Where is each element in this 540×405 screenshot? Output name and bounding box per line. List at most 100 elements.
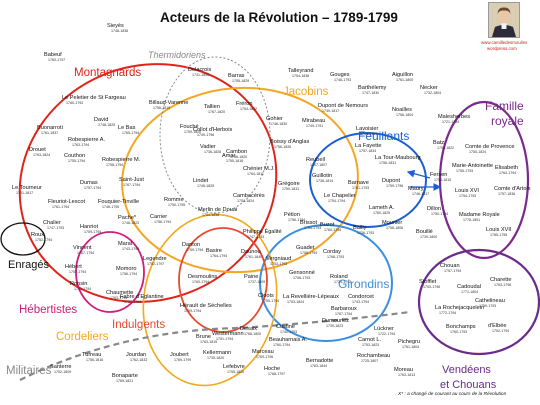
person-dates-marat: 1743-1793	[122, 247, 140, 251]
person-dates-westermann: 1751-1794	[216, 337, 234, 341]
person-dates-vergniaud: 1753-1793	[270, 262, 288, 266]
person-name-philippe-egalite: Philippe Égalité	[243, 229, 282, 235]
vendeens-outline	[417, 248, 540, 356]
person-dates-barbaroux: 1767-1794	[335, 312, 353, 316]
person-dates-elisabeth: 1764-1794	[499, 171, 517, 175]
person-dates-barthelemy: 1747-1830	[362, 91, 380, 95]
person-name-brissot: Brissot	[300, 220, 318, 226]
person-name-hanriot: Hanriot	[80, 224, 99, 230]
person-name-la-tour-maubourg: La Tour-Maubourg	[375, 155, 421, 161]
person-name-jourdan: Jourdan	[126, 352, 147, 358]
person-name-custine: Custine	[276, 324, 295, 330]
person-name-david: David	[94, 117, 109, 123]
person-dates-buzot: 1760-1794	[324, 228, 342, 232]
person-name-dumas: Dumas	[80, 180, 98, 186]
person-dates-turreau: 1756-1816	[86, 358, 104, 362]
person-dates-mounier: 1758-1806	[386, 226, 404, 230]
person-name-robespierre-a: Robespierre A.	[68, 137, 106, 143]
group-label-girondins: Girondins	[338, 277, 390, 291]
person-dates-dumouriez: 1739-1823	[326, 324, 344, 328]
hebertistes-outline	[75, 231, 145, 313]
person-dates-fabre-d-eglantine: 1750-1794	[124, 300, 142, 304]
person-name-dupont-de-nemours: Dupont de Nemours	[318, 103, 369, 109]
person-name-cambaceres: Cambacérès	[233, 193, 265, 199]
person-name-le-tourneur: Le Tourneur	[12, 185, 42, 191]
person-dates-fouche: 1759-1820	[184, 130, 202, 134]
person-dates-fleuriot-lescot: 1761-1794	[52, 205, 70, 209]
person-dates-pichegru: 1761-1804	[402, 345, 420, 349]
person-name-gensonne: Gensonné	[289, 270, 315, 276]
person-dates-gregoire: 1750-1831	[282, 187, 300, 191]
enrages-outline	[0, 222, 46, 256]
person-name-la-revelliere-lepeaux: La Revellière-Lépeaux	[283, 294, 339, 300]
person-dates-buonarroti: 1761-1837	[41, 131, 59, 135]
person-dates-talleyrand: 1754-1838	[292, 74, 310, 78]
person-name-noailles: Noailles	[392, 107, 412, 113]
person-dates-le-chapelier: 1754-1794	[328, 199, 346, 203]
person-dates-paine: 1737-1809	[248, 280, 266, 284]
feuillants-arrow-in	[406, 169, 431, 179]
person-name-reubell: Reubell	[306, 157, 325, 163]
person-name-roland: Roland	[330, 274, 348, 280]
person-dates-beauharnais-a: 1760-1794	[273, 343, 291, 347]
person-dates-chenier-m-j: 1764-1811	[247, 172, 264, 176]
person-name-turreau: Turreau	[82, 352, 102, 358]
person-name-talleyrand: Talleyrand	[288, 68, 314, 74]
person-name-ronsin: Ronsin	[70, 281, 88, 287]
person-dates-petion: 1756-1794	[288, 218, 306, 222]
person-dates-amar: 1755-1816	[226, 159, 244, 163]
person-dates-cambon: 1756-1820	[230, 155, 248, 159]
person-name-saint-just: Saint-Just	[119, 177, 144, 183]
person-name-d-elbee: d'Elbée	[488, 323, 507, 329]
person-name-dillon: Dillon	[427, 206, 441, 212]
person-dates-philippe-egalite: 1747-1793	[247, 235, 265, 239]
person-dates-noailles: 1756-1804	[396, 113, 414, 117]
person-dates-lameth-a: 1760-1829	[373, 211, 391, 215]
person-name-delacroix: Delacroix	[188, 67, 212, 73]
person-name-momoro: Momoro	[116, 266, 137, 272]
person-dates-lavoisier: 1743-1794	[360, 132, 378, 136]
website-line-1[interactable]: www.camilledesmoulins	[481, 40, 528, 45]
person-dates-dumas: 1757-1794	[84, 186, 102, 190]
person-dates-comte-d-artois: 1757-1836	[498, 192, 516, 196]
person-name-robespierre-m: Robespierre M.	[102, 157, 141, 163]
person-name-la-fayette: La Fayette	[355, 143, 382, 149]
person-name-danton: Danton	[182, 242, 201, 248]
person-dates-danton: 1759-1794	[186, 248, 204, 252]
person-name-marat: Marat	[118, 241, 133, 247]
person-dates-cadoudal: 1771-1804	[461, 290, 479, 294]
person-name-billaud-varenne: Billaud-Varenne	[149, 100, 189, 106]
person-dates-dupont: 1759-1796	[386, 184, 404, 188]
person-name-daunou: Daunou	[241, 249, 261, 255]
group-label-cordeliers: Cordeliers	[56, 331, 109, 343]
person-name-paine: Paine	[244, 274, 259, 280]
person-dates-stofflet: 1753-1796	[423, 285, 441, 289]
person-dates-la-tour-maubourg: 1756-1831	[379, 161, 397, 165]
person-dates-couthon: 1755-1794	[68, 159, 86, 163]
person-name-gohier: Gohier	[266, 116, 283, 122]
person-name-stofflet: Stofflet	[419, 279, 437, 285]
person-name-charette: Charette	[490, 277, 512, 283]
person-dates-vadier: 1736-1828	[204, 150, 222, 154]
person-name-bonaparte: Bonaparte	[112, 373, 138, 379]
person-name-desaix: Desaix	[240, 326, 258, 332]
person-dates-robespierre-m: 1758-1794	[106, 163, 124, 167]
group-label-militaires: Militaires	[6, 365, 52, 377]
person-dates-momoro: 1756-1794	[120, 272, 138, 276]
person-name-couthon: Couthon	[64, 153, 86, 159]
person-name-freron: Fréron	[236, 101, 253, 107]
person-dates-malesherbes: 1721-1794	[442, 120, 460, 124]
person-name-corday: Corday	[323, 249, 342, 255]
person-name-guadet: Guadet	[296, 245, 315, 251]
person-dates-bouille: 1739-1800	[420, 235, 438, 239]
person-name-guillotin: Guillotin	[312, 173, 333, 179]
person-dates-david: 1748-1825	[98, 123, 116, 127]
website-line-2[interactable]: wordpress.com	[487, 46, 517, 51]
person-name-comte-de-provence: Comte de Provence	[465, 144, 515, 150]
person-name-westermann: Westermann	[212, 331, 244, 337]
person-dates-herault-de-sechelles: 1759-1794	[184, 309, 202, 313]
person-dates-saint-just: 1767-1794	[123, 183, 141, 187]
person-name-babeuf: Babeuf	[44, 52, 62, 58]
person-name-madame-royale: Madame Royale	[459, 212, 500, 218]
person-dates-chaumette: 1763-1794	[110, 296, 128, 300]
